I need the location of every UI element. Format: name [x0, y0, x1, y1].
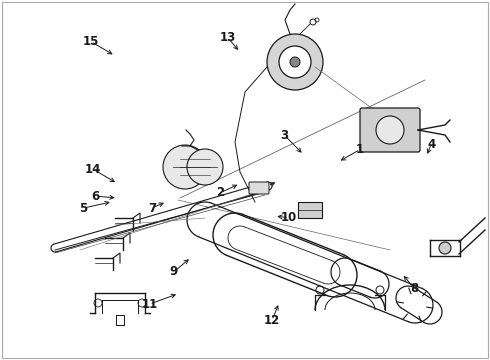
Bar — [298, 202, 322, 218]
Text: 12: 12 — [264, 314, 280, 327]
FancyBboxPatch shape — [249, 182, 269, 194]
Circle shape — [376, 116, 404, 144]
Circle shape — [279, 46, 311, 78]
Circle shape — [187, 149, 223, 185]
Text: 9: 9 — [170, 265, 178, 278]
FancyBboxPatch shape — [360, 108, 420, 152]
Text: 14: 14 — [85, 163, 101, 176]
Text: 2: 2 — [217, 186, 224, 199]
Text: 5: 5 — [79, 202, 87, 215]
Text: 11: 11 — [141, 298, 158, 311]
Text: 6: 6 — [92, 190, 99, 203]
Circle shape — [163, 145, 207, 189]
Circle shape — [439, 242, 451, 254]
Text: 10: 10 — [281, 211, 297, 224]
Text: 7: 7 — [148, 202, 156, 215]
Text: 8: 8 — [410, 282, 418, 294]
Circle shape — [290, 57, 300, 67]
Text: 4: 4 — [427, 138, 435, 150]
Text: 3: 3 — [280, 129, 288, 141]
Circle shape — [267, 34, 323, 90]
Text: 15: 15 — [82, 35, 99, 48]
Text: 1: 1 — [356, 143, 364, 156]
Text: 13: 13 — [220, 31, 236, 44]
